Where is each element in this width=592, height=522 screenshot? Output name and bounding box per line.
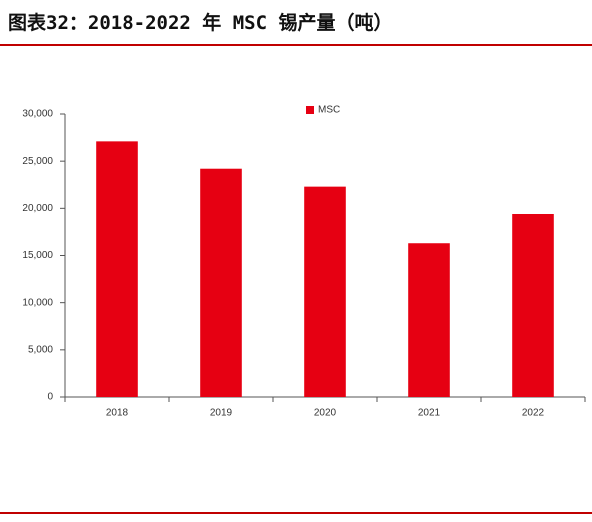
y-tick-label: 25,000 (22, 156, 53, 167)
x-tick-label: 2019 (210, 408, 233, 419)
chart-title: 图表32：2018-2022 年 MSC 锡产量（吨） (8, 12, 393, 34)
x-tick-label: 2018 (106, 408, 129, 419)
y-tick-label: 5,000 (28, 344, 53, 355)
title-rule (0, 44, 592, 46)
bar (408, 243, 450, 397)
bar (200, 168, 242, 397)
x-tick-label: 2022 (522, 408, 545, 419)
bar (96, 141, 138, 397)
y-tick-label: 0 (47, 392, 53, 403)
legend-swatch (306, 106, 314, 114)
y-tick-label: 30,000 (22, 109, 53, 120)
y-tick-label: 20,000 (22, 203, 53, 214)
bar (304, 186, 346, 397)
bottom-rule (0, 512, 592, 514)
x-tick-label: 2021 (418, 408, 441, 419)
legend-label: MSC (318, 105, 340, 116)
y-tick-label: 15,000 (22, 250, 53, 261)
x-tick-label: 2020 (314, 408, 337, 419)
bar (512, 213, 554, 397)
y-tick-label: 10,000 (22, 297, 53, 308)
